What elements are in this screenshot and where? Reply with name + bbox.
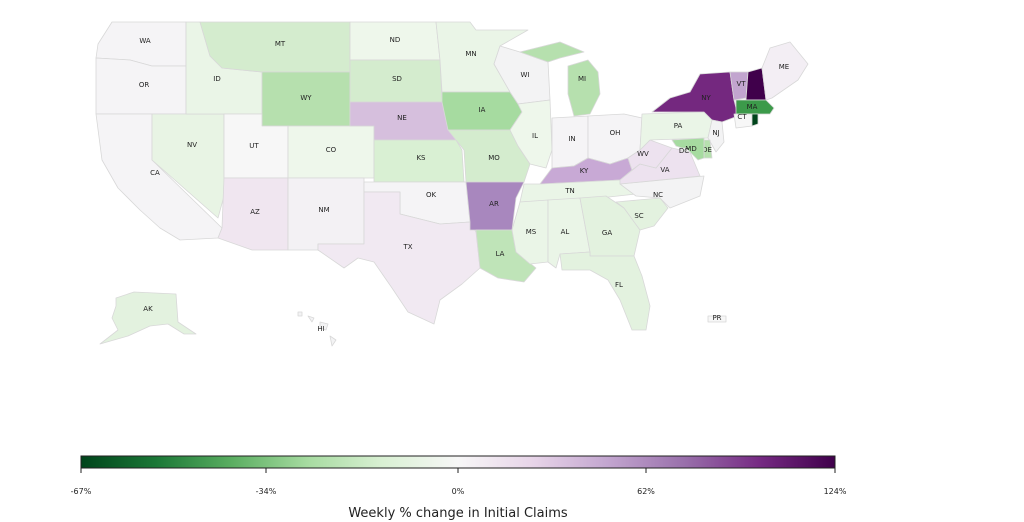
state-label-SC: SC xyxy=(634,212,643,220)
state-label-WI: WI xyxy=(521,71,530,79)
state-label-MS: MS xyxy=(526,228,537,236)
state-NM[interactable] xyxy=(287,177,365,251)
state-label-NV: NV xyxy=(187,141,197,149)
state-label-UT: UT xyxy=(249,142,259,150)
state-label-TN: TN xyxy=(564,187,575,195)
state-label-AZ: AZ xyxy=(250,208,260,216)
state-MD[interactable] xyxy=(671,137,705,161)
state-NJ[interactable] xyxy=(707,119,725,153)
state-label-WY: WY xyxy=(300,94,312,102)
state-label-NM: NM xyxy=(318,206,329,214)
state-label-OK: OK xyxy=(426,191,437,199)
state-AK[interactable] xyxy=(99,291,197,345)
legend-tick-label-2: -34% xyxy=(256,487,277,496)
legend-tick-label-max: 124% xyxy=(824,487,847,496)
state-IL[interactable] xyxy=(509,99,553,169)
state-label-OR: OR xyxy=(139,81,150,89)
state-label-PR: PR xyxy=(712,314,721,322)
legend-tick-label-4: 62% xyxy=(637,487,655,496)
state-label-IN: IN xyxy=(568,135,575,143)
state-label-NC: NC xyxy=(653,191,663,199)
state-label-CO: CO xyxy=(326,146,337,154)
state-label-MT: MT xyxy=(275,40,286,48)
legend-title: Weekly % change in Initial Claims xyxy=(348,506,568,521)
state-label-NJ: NJ xyxy=(712,129,719,137)
state-label-ME: ME xyxy=(779,63,789,71)
state-label-MO: MO xyxy=(488,154,500,162)
state-NC[interactable] xyxy=(619,175,705,209)
legend-color-bar xyxy=(80,455,836,469)
state-MA[interactable] xyxy=(735,99,775,115)
state-label-MD: MD xyxy=(685,145,696,153)
state-label-MA: MA xyxy=(747,103,758,111)
state-label-SD: SD xyxy=(392,75,402,83)
state-label-MI: MI xyxy=(578,75,586,83)
state-label-FL: FL xyxy=(615,281,623,289)
state-label-GA: GA xyxy=(602,229,612,237)
state-label-NE: NE xyxy=(397,114,407,122)
state-label-IL: IL xyxy=(532,132,538,140)
state-label-AK: AK xyxy=(143,305,153,313)
state-label-ID: ID xyxy=(213,75,220,83)
state-RI[interactable] xyxy=(751,113,759,127)
state-label-ND: ND xyxy=(390,36,401,44)
state-label-WA: WA xyxy=(139,37,151,45)
state-PR[interactable] xyxy=(707,315,727,323)
state-label-LA: LA xyxy=(496,250,505,258)
state-ME[interactable] xyxy=(761,41,809,101)
state-KS[interactable] xyxy=(373,139,465,183)
us-choropleth-map: WA OR CA NV ID MT WY UT AZ CO NM ND SD N… xyxy=(95,21,809,347)
state-FL[interactable] xyxy=(559,251,651,331)
state-label-OH: OH xyxy=(610,129,621,137)
state-label-DC: DC xyxy=(679,147,689,155)
state-label-NY: NY xyxy=(701,94,711,102)
state-label-VT: VT xyxy=(736,80,746,88)
legend-ticks xyxy=(80,468,836,473)
state-label-CT: CT xyxy=(737,113,747,121)
state-label-KS: KS xyxy=(416,154,426,162)
state-DC[interactable] xyxy=(681,147,687,153)
color-legend: -67% -34% 0% 62% 124% Weekly % change in… xyxy=(71,455,847,521)
state-label-KY: KY xyxy=(580,167,589,175)
state-label-HI: HI xyxy=(317,325,324,333)
legend-tick-label-min: -67% xyxy=(71,487,92,496)
state-label-DE: DE xyxy=(702,146,712,154)
state-label-TX: TX xyxy=(402,243,412,251)
state-label-VA: VA xyxy=(660,166,669,174)
state-label-AL: AL xyxy=(561,228,570,236)
state-label-PA: PA xyxy=(674,122,683,130)
state-TX[interactable] xyxy=(317,191,481,325)
state-label-IA: IA xyxy=(479,106,486,114)
legend-tick-label-zero: 0% xyxy=(452,487,465,496)
state-HI[interactable] xyxy=(297,311,337,347)
state-MI[interactable] xyxy=(519,41,601,117)
state-label-MN: MN xyxy=(465,50,476,58)
state-label-WV: WV xyxy=(637,150,649,158)
state-label-AR: AR xyxy=(489,200,499,208)
state-label-CA: CA xyxy=(150,169,160,177)
